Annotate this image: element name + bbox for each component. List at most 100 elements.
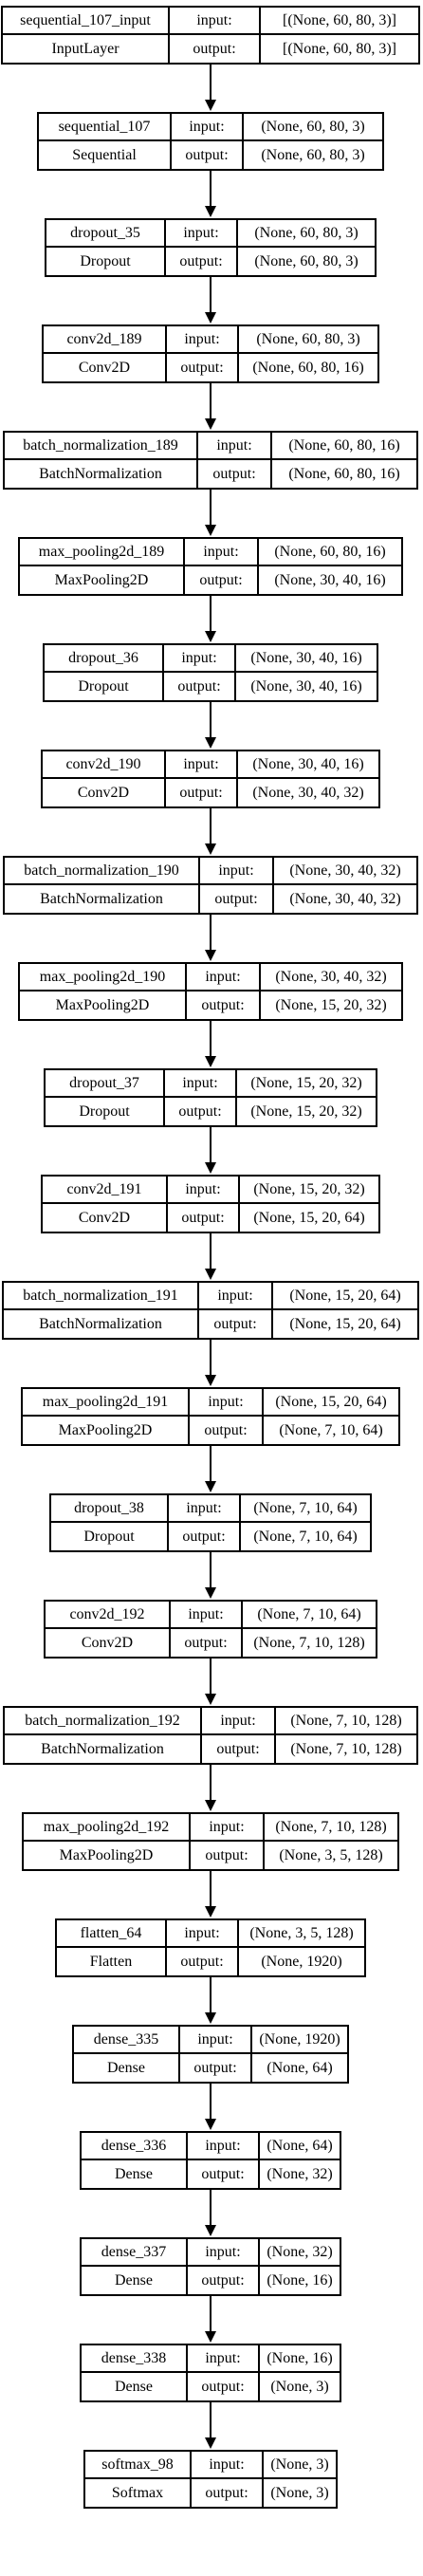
layer-class: Conv2D [46,1629,171,1657]
layer-node-conv2d-191: conv2d_191 input: (None, 15, 20, 32) Conv2D… [41,1175,380,1233]
layer-class: Dropout [45,673,164,700]
layer-node-batch-normalization-189: batch_normalization_189 input: (None, 60, … [3,431,418,490]
input-label: input: [191,1814,265,1842]
arrow-head [205,312,216,324]
layer-class: BatchNormalization [5,885,200,913]
arrow-head [205,1694,216,1705]
layer-node-max-pooling2d-190: max_pooling2d_190 input: (None, 30, 40, 32… [18,962,403,1021]
input-label: input: [180,2027,252,2054]
input-shape: (None, 60, 80, 3) [238,220,375,248]
layer-class: Conv2D [43,779,166,806]
input-label: input: [198,433,272,460]
input-shape: (None, 7, 10, 64) [241,1495,370,1523]
output-shape: (None, 60, 80, 16) [288,465,400,482]
output-shape: (None, 15, 20, 64) [253,1209,365,1226]
layer-name: conv2d_189 [44,326,167,354]
layer-node-dense-338: dense_338 input: (None, 16) Dense output: (No… [80,2344,341,2402]
input-label: input: [164,645,236,673]
layer-class: Dense [82,2267,188,2294]
input-shape: (None, 64) [260,2133,340,2160]
arrow-head [205,2225,216,2236]
arrow-head [205,2119,216,2130]
input-shape: (None, 15, 20, 64) [264,1389,398,1417]
layer-class: Dense [82,2160,188,2188]
input-shape: (None, 30, 40, 32) [261,964,401,991]
layer-name: max_pooling2d_189 [20,539,185,566]
input-shape: (None, 3) [264,2452,336,2479]
layer-name: max_pooling2d_192 [24,1814,191,1842]
layer-node-dropout-35: dropout_35 input: (None, 60, 80, 3) Dropout… [45,218,377,277]
output-label: output: [185,566,259,594]
input-label: input: [171,1602,243,1629]
input-shape: (None, 15, 20, 32) [237,1070,376,1098]
input-label: input: [168,1177,240,1204]
output-shape: (None, 60, 80, 3) [254,252,359,269]
layer-node-conv2d-192: conv2d_192 input: (None, 7, 10, 64) Conv2D o… [44,1600,377,1659]
layer-name: batch_normalization_189 [5,433,198,460]
input-shape: (None, 30, 40, 32) [274,858,416,885]
output-shape: (None, 60, 80, 3) [261,146,365,163]
input-shape: (None, 60, 80, 3) [244,114,382,141]
input-shape: (None, 60, 80, 16) [259,539,401,566]
output-shape: (None, 7, 10, 64) [253,1528,358,1545]
layer-name: dropout_38 [51,1495,169,1523]
layer-class: Dropout [51,1523,169,1550]
output-label: output: [199,1310,273,1338]
arrow-head [205,1906,216,1918]
arrow-head [205,631,216,642]
arrow-head [205,2331,216,2343]
arrow-head [205,418,216,430]
input-label: input: [202,1708,276,1735]
output-label: output: [165,1098,237,1125]
arrow-head [205,843,216,855]
layer-class: Dropout [46,1098,165,1125]
arrow-head [205,2437,216,2449]
arrow-head [205,1800,216,1811]
layer-class: BatchNormalization [5,1735,202,1763]
output-shape: (None, 30, 40, 16) [274,571,386,588]
output-label: output: [190,1417,264,1444]
layer-name: dense_337 [82,2239,188,2267]
output-shape: (None, 30, 40, 32) [252,784,364,801]
arrow-head [205,1481,216,1492]
input-label: input: [190,1389,264,1417]
layer-node-batch-normalization-192: batch_normalization_192 input: (None, 7, 1… [3,1706,418,1765]
layer-node-dropout-38: dropout_38 input: (None, 7, 10, 64) Dropout… [49,1493,372,1552]
output-label: output: [164,673,236,700]
input-shape: (None, 60, 80, 16) [272,433,416,460]
input-label: input: [167,1920,239,1948]
layer-name: sequential_107_input [3,8,170,35]
layer-name: batch_normalization_190 [5,858,200,885]
input-label: input: [188,2133,260,2160]
input-shape: (None, 1920) [252,2027,347,2054]
output-label: output: [169,1523,241,1550]
layer-node-batch-normalization-191: batch_normalization_191 input: (None, 15, … [2,1281,419,1340]
layer-class: Conv2D [44,354,167,381]
layer-name: max_pooling2d_191 [23,1389,190,1417]
input-label: input: [172,114,244,141]
input-shape: (None, 16) [260,2345,340,2373]
input-label: input: [167,326,239,354]
input-label: input: [170,8,261,35]
input-label: input: [165,1070,237,1098]
layer-name: flatten_64 [57,1920,167,1948]
output-shape: (None, 32) [267,2165,333,2182]
layer-name: softmax_98 [85,2452,192,2479]
input-label: input: [188,2345,260,2373]
layer-name: dense_335 [74,2027,180,2054]
layer-class: Dense [82,2373,188,2400]
output-label: output: [187,991,261,1019]
input-label: input: [192,2452,264,2479]
input-shape: (None, 7, 10, 64) [243,1602,376,1629]
arrow-head [205,737,216,749]
input-shape: (None, 32) [260,2239,340,2267]
layer-node-flatten-64: flatten_64 input: (None, 3, 5, 128) Flatten… [55,1918,366,1977]
layer-node-batch-normalization-190: batch_normalization_190 input: (None, 30, … [3,856,418,915]
input-label: input: [166,751,238,779]
layer-class: MaxPooling2D [20,991,187,1019]
arrow-head [205,1056,216,1067]
input-shape: (None, 30, 40, 16) [238,751,378,779]
layer-class: Dense [74,2054,180,2082]
layer-class: Conv2D [43,1204,168,1232]
input-shape: (None, 15, 20, 64) [273,1283,417,1310]
